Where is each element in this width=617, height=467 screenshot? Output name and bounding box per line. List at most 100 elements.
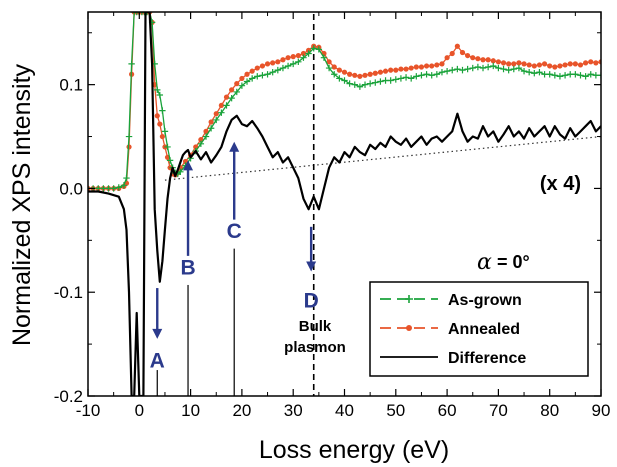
data-point (325, 64, 333, 72)
data-point (357, 73, 363, 79)
data-point (125, 133, 133, 140)
data-point (520, 67, 528, 75)
x-tick-label: 70 (489, 401, 508, 420)
x-tick-label: 20 (232, 401, 251, 420)
data-point (495, 64, 502, 72)
data-point (331, 64, 337, 70)
data-point (582, 73, 589, 80)
data-point (500, 65, 507, 73)
data-point (159, 133, 165, 140)
x-tick-label: 50 (386, 401, 405, 420)
data-point (454, 65, 461, 73)
feature-label: D (304, 289, 319, 312)
data-point (372, 70, 378, 76)
data-point (290, 54, 296, 60)
baseline-layer (164, 14, 602, 396)
data-point (249, 68, 255, 74)
data-point (444, 55, 450, 61)
data-point (485, 57, 491, 63)
legend: As-grown Annealed Difference (369, 281, 589, 377)
data-point (464, 65, 471, 73)
feature-arrow-head (306, 261, 317, 272)
data-point (331, 71, 338, 78)
bulk-plasmon-label-line2: plasmon (284, 339, 346, 356)
data-point (572, 71, 579, 78)
data-point (347, 71, 353, 77)
data-point (120, 182, 128, 189)
series-layer (88, 12, 601, 396)
alpha-symbol: α (477, 250, 492, 275)
data-point (418, 72, 425, 79)
data-point (154, 86, 161, 94)
series-as-grown (88, 12, 601, 192)
data-point (218, 109, 225, 116)
data-point (164, 143, 171, 151)
data-point (377, 78, 384, 85)
alpha-value: = 0° (497, 252, 530, 272)
data-point (413, 73, 420, 80)
y-tick-label: 0.1 (59, 76, 83, 95)
data-point (243, 78, 251, 85)
data-point (505, 66, 512, 74)
data-point (393, 67, 399, 73)
data-point (480, 57, 486, 63)
legend-swatch-marker (406, 325, 412, 331)
data-point (270, 60, 276, 66)
data-point (443, 67, 451, 75)
data-point (290, 60, 297, 68)
data-point (388, 67, 394, 73)
data-point (531, 70, 538, 77)
data-point (428, 72, 435, 79)
data-point (465, 52, 471, 59)
data-point (280, 57, 286, 63)
data-point (562, 62, 568, 68)
data-point (300, 54, 307, 61)
data-point (510, 65, 517, 73)
data-point (207, 125, 215, 132)
y-tick-label: -0.2 (54, 387, 83, 406)
plot-area (88, 12, 601, 396)
feature-label: B (180, 256, 195, 279)
data-point (567, 61, 573, 67)
data-point (387, 77, 394, 84)
data-point (500, 60, 507, 66)
data-point (577, 72, 584, 79)
data-point (367, 71, 373, 77)
feature-arrow-head (152, 328, 163, 339)
data-point (377, 69, 384, 75)
data-point (526, 62, 532, 68)
data-point (133, 12, 140, 16)
data-point (382, 68, 389, 74)
data-point (474, 63, 482, 71)
x-axis-label: Loss energy (eV) (259, 436, 449, 464)
data-point (123, 174, 130, 182)
data-point (159, 107, 166, 114)
data-point (521, 61, 527, 67)
data-point (418, 64, 425, 70)
data-point (423, 63, 430, 69)
data-point (516, 60, 522, 66)
data-point (511, 61, 517, 67)
series-annealed (88, 12, 601, 192)
data-point (515, 64, 523, 72)
legend-entry-difference: Difference (448, 350, 526, 367)
data-point (490, 58, 496, 64)
data-point (403, 66, 409, 72)
data-point (213, 116, 220, 124)
data-point (475, 56, 481, 62)
x-tick-label: 60 (438, 401, 457, 420)
feature-arrow-head (183, 160, 194, 171)
data-point (556, 73, 564, 80)
data-point (597, 72, 601, 79)
data-point (305, 50, 312, 57)
axes-layer: -10 0 10 20 30 40 50 60 70 80 90 -0.2 -0.1 0.0 0.1 (54, 11, 610, 420)
data-point (341, 69, 348, 75)
data-point (434, 62, 440, 68)
data-point (588, 59, 594, 65)
data-point (295, 52, 301, 59)
data-point (547, 63, 553, 69)
data-point (320, 54, 328, 61)
data-point (361, 81, 369, 88)
data-point (213, 111, 219, 117)
data-point (408, 65, 414, 71)
